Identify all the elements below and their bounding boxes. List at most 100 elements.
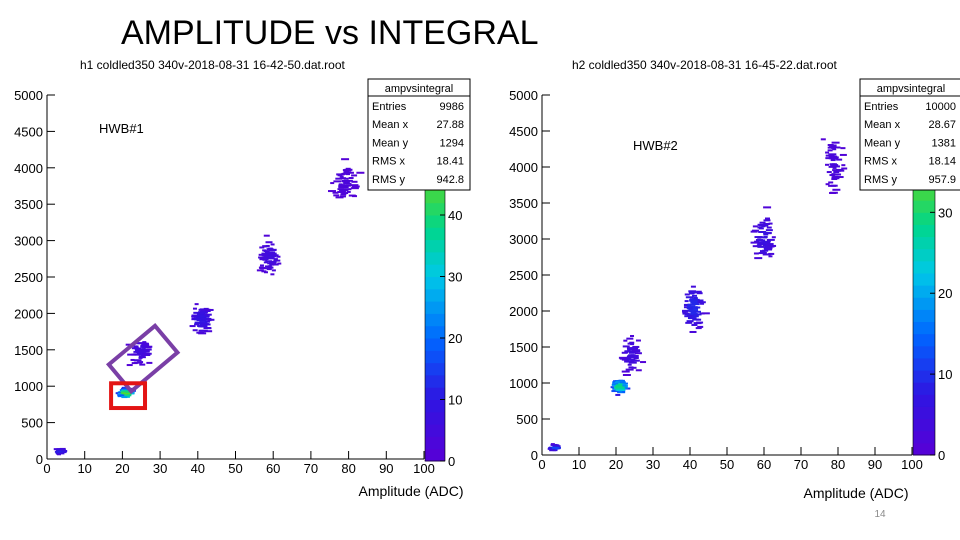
data-cluster (547, 443, 561, 452)
stats-value: 1294 (440, 137, 464, 149)
data-point (683, 303, 689, 306)
data-point (206, 318, 212, 321)
data-point (622, 345, 630, 348)
y-tick-label: 5000 (509, 88, 538, 103)
data-point (134, 361, 143, 364)
data-point (763, 206, 772, 209)
data-point (696, 299, 704, 302)
data-point (693, 310, 702, 313)
data-point (263, 261, 268, 264)
data-point (690, 301, 699, 304)
data-point (197, 316, 204, 319)
data-point (337, 188, 345, 191)
data-point (626, 356, 631, 359)
data-point (687, 303, 696, 306)
data-point (204, 313, 212, 316)
stats-value: 10000 (925, 101, 956, 113)
data-point (759, 221, 766, 224)
data-point (621, 370, 630, 373)
data-point (610, 386, 616, 389)
data-point (335, 196, 344, 199)
data-point (616, 387, 625, 390)
data-point (352, 195, 358, 198)
colorbar-band (425, 215, 445, 228)
data-point (691, 323, 698, 326)
y-tick-label: 1000 (509, 376, 538, 391)
data-point (696, 318, 702, 321)
data-point (835, 176, 844, 179)
data-point (827, 146, 834, 149)
data-point (135, 351, 140, 354)
data-point (689, 330, 697, 333)
data-point (696, 292, 703, 295)
data-point (270, 273, 275, 276)
data-point (832, 148, 837, 151)
data-point (763, 233, 769, 236)
data-point (615, 386, 623, 389)
data-point (765, 245, 772, 248)
data-point (350, 187, 359, 190)
data-point (200, 314, 206, 317)
data-point (332, 191, 339, 194)
data-point (338, 183, 343, 186)
y-tick-label: 3500 (509, 196, 538, 211)
data-point (831, 141, 840, 144)
data-point (265, 244, 270, 247)
data-point (768, 244, 777, 247)
colorbar-band (913, 260, 935, 274)
data-point (138, 349, 144, 352)
data-point (832, 188, 841, 191)
data-point (135, 348, 140, 351)
colorbar-band (913, 382, 935, 395)
data-point (348, 171, 354, 174)
colorbar-band (913, 333, 935, 347)
data-point (270, 243, 275, 246)
data-point (263, 250, 270, 253)
data-point (256, 269, 264, 272)
data-point (690, 285, 696, 288)
colorbar-band (913, 430, 935, 444)
data-point (759, 251, 767, 254)
stats-value: 942.8 (436, 174, 464, 186)
colorbar-band (913, 418, 935, 432)
data-point (267, 262, 274, 265)
colorbar-band (913, 248, 935, 262)
z-tick-label: 0 (938, 448, 945, 463)
data-point (762, 249, 769, 252)
data-point (615, 380, 622, 383)
data-point (333, 194, 340, 197)
data-point (684, 313, 689, 316)
data-point (619, 381, 626, 384)
data-point (340, 193, 347, 196)
data-point (123, 387, 130, 390)
data-point (139, 363, 146, 366)
data-point (348, 177, 354, 180)
stats-label: RMS y (864, 174, 898, 186)
data-point (829, 192, 837, 195)
data-point (199, 308, 208, 311)
colorbar-band (425, 448, 445, 462)
data-point (691, 309, 699, 312)
data-point (267, 247, 273, 250)
data-point (685, 321, 693, 324)
colorbar-band (913, 200, 935, 213)
data-point (640, 361, 647, 364)
data-point (750, 241, 759, 244)
stats-value: 27.88 (436, 119, 464, 131)
x-tick-label: 10 (77, 461, 91, 476)
data-point (764, 248, 773, 251)
data-point (277, 262, 282, 265)
data-point (258, 253, 263, 256)
data-point (691, 303, 700, 306)
z-tick-label: 30 (448, 270, 462, 285)
data-point (341, 172, 349, 175)
z-tick-label: 20 (938, 286, 952, 301)
colorbar-band (913, 345, 935, 359)
data-point (336, 173, 345, 176)
colorbar-band (425, 202, 445, 216)
data-point (192, 329, 198, 332)
colorbar-band (425, 239, 445, 253)
data-cluster (820, 138, 848, 195)
data-point (692, 294, 698, 297)
data-point (195, 321, 203, 324)
